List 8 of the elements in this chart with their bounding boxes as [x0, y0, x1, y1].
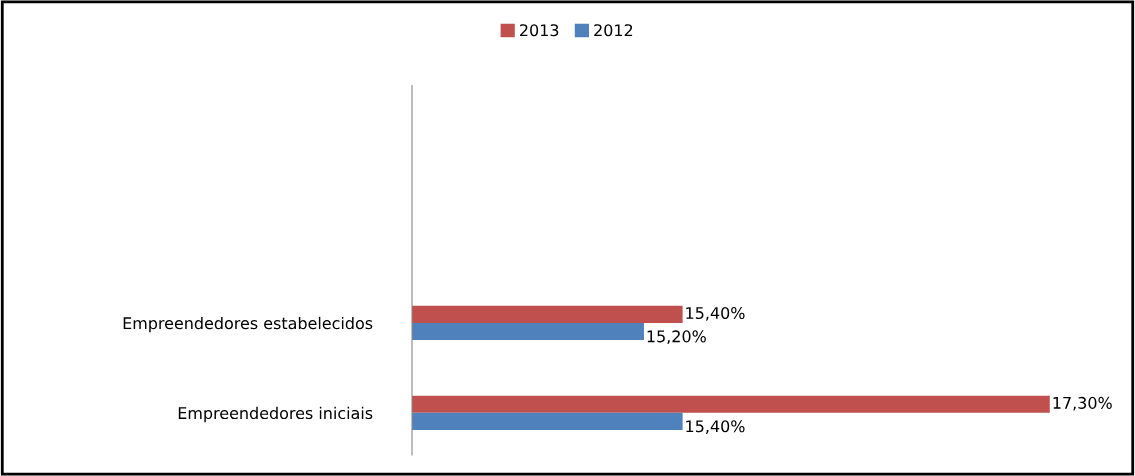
data-label: 15,40% — [686, 420, 745, 434]
legend-label: 2012 — [594, 24, 633, 37]
y-tick-label: Empreendedores estabelecidos — [123, 316, 373, 333]
y-tick-label: Empreendedores iniciais — [178, 406, 373, 423]
data-label: 17,30% — [1053, 396, 1112, 411]
data-label: 15,20% — [647, 330, 706, 345]
legend-label: 2013 — [520, 24, 559, 37]
data-label: 15,40% — [686, 306, 745, 321]
